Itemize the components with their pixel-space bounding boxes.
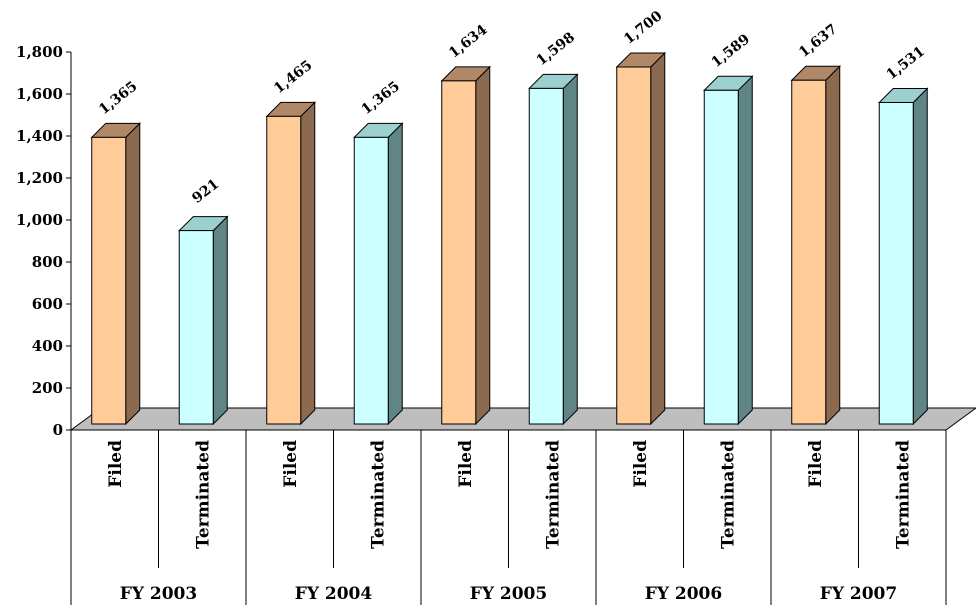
y-tick-label: 1,800 xyxy=(16,43,63,61)
bar-front xyxy=(91,136,127,425)
bar-value-label: 1,465 xyxy=(271,57,315,97)
y-tick-label: 200 xyxy=(32,379,63,397)
bar-filed-fy-2007 xyxy=(790,65,841,426)
y-tick-label: 800 xyxy=(32,253,63,271)
y-axis: 0 200 400 600 800 1,000 1,200 1,400 1,600 1,800 xyxy=(16,43,72,439)
bar-terminated-fy-2005 xyxy=(528,73,579,426)
y-tick-label: 1,400 xyxy=(16,127,63,145)
bar-value-label: 1,598 xyxy=(534,29,578,69)
x-subcategory-label: Terminated xyxy=(718,440,738,549)
bar-side xyxy=(475,65,491,426)
bar-side xyxy=(650,51,666,426)
bar-filed-fy-2006 xyxy=(615,51,666,426)
x-subcategory-label: Filed xyxy=(106,440,126,488)
bar-value-label: 1,365 xyxy=(359,78,403,118)
x-subcategory-label: Filed xyxy=(806,440,826,488)
bar-front xyxy=(878,101,914,425)
bar-front xyxy=(528,87,564,425)
bar-value-label: 1,531 xyxy=(884,44,928,84)
bar-front xyxy=(353,136,389,425)
y-tick-label: 600 xyxy=(32,295,63,313)
bar-front xyxy=(266,115,302,425)
bar-side xyxy=(300,101,316,426)
x-subcategory-label: Filed xyxy=(281,440,301,488)
x-subcategory-label: Filed xyxy=(456,440,476,488)
bar-front xyxy=(703,89,739,425)
x-subcategory-label: Terminated xyxy=(893,440,913,549)
bar-value-label: 1,700 xyxy=(621,8,666,48)
y-tick-label: 1,000 xyxy=(16,211,63,229)
bar-value-label: 1,589 xyxy=(709,31,753,71)
x-subcategory-label: Terminated xyxy=(193,440,213,549)
bar-filed-fy-2003 xyxy=(90,122,141,426)
y-tick-label: 1,200 xyxy=(16,169,63,187)
bars xyxy=(90,51,929,426)
bar-front xyxy=(441,80,477,425)
x-subcategory-label: Terminated xyxy=(543,440,563,549)
y-tick-label: 400 xyxy=(32,337,63,355)
bar-side xyxy=(912,87,928,426)
bar-value-label: 1,637 xyxy=(796,21,840,61)
x-axis: Filed Terminated FY 2003 Filed Terminated FY … xyxy=(70,429,947,605)
bar-filed-fy-2004 xyxy=(265,101,316,426)
bar-filed-fy-2005 xyxy=(440,65,491,426)
bar-side xyxy=(125,122,141,426)
bar-side xyxy=(562,73,578,426)
x-subcategory-label: Terminated xyxy=(368,440,388,549)
bar-value-label: 1,634 xyxy=(446,22,491,62)
bar-value-label: 1,365 xyxy=(96,78,140,118)
bar-terminated-fy-2003 xyxy=(178,215,229,426)
bar-front xyxy=(178,230,214,425)
x-group-label: FY 2004 xyxy=(295,584,373,604)
bar-front xyxy=(616,66,652,425)
y-tick-label: 1,600 xyxy=(16,85,63,103)
y-tick-label: 0 xyxy=(53,421,63,439)
bar-side xyxy=(387,122,403,426)
bar-value-label: 921 xyxy=(189,176,222,207)
x-group-label: FY 2006 xyxy=(645,584,722,604)
x-subcategory-label: Filed xyxy=(631,440,651,488)
x-group-label: FY 2003 xyxy=(120,584,197,604)
bar-side xyxy=(212,215,228,426)
x-group-label: FY 2007 xyxy=(820,584,897,604)
bar-side xyxy=(737,75,753,426)
bar-front xyxy=(791,79,827,425)
x-group-label: FY 2005 xyxy=(470,584,547,604)
bar-side xyxy=(825,65,841,426)
bar-terminated-fy-2007 xyxy=(878,87,929,426)
bar-terminated-fy-2006 xyxy=(703,75,754,426)
bar-terminated-fy-2004 xyxy=(353,122,404,426)
